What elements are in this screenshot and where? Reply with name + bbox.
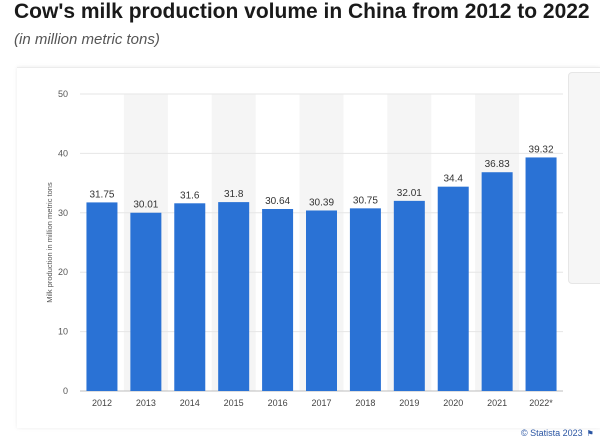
bar-value-label: 30.01 (133, 200, 158, 211)
bar-value-label: 31.75 (89, 189, 114, 200)
y-tick-label: 20 (58, 267, 68, 277)
x-tick-label: 2022* (529, 398, 553, 408)
flag-icon[interactable]: ⚑ (586, 429, 594, 438)
chart-subtitle: (in million metric tons) (14, 31, 160, 48)
x-tick-label: 2019 (399, 398, 419, 408)
y-tick-label: 50 (58, 89, 68, 99)
y-tick-label: 0 (63, 386, 68, 396)
bar (174, 203, 206, 391)
bar-value-label: 30.64 (265, 196, 290, 207)
statista-credit[interactable]: © Statista 2023 ⚑ (521, 428, 594, 438)
side-panel (568, 72, 600, 284)
bar (481, 172, 513, 391)
bar (218, 202, 250, 391)
bar-value-label: 32.01 (397, 188, 422, 199)
bar (349, 208, 381, 391)
y-tick-label: 30 (58, 208, 68, 218)
bar-value-label: 30.75 (353, 195, 378, 206)
x-tick-label: 2016 (268, 398, 288, 408)
x-tick-label: 2018 (355, 398, 375, 408)
credit-text[interactable]: © Statista 2023 (521, 428, 583, 438)
bar (86, 202, 118, 391)
bar (262, 208, 294, 391)
y-axis-label: Milk production in million metric tons (45, 182, 54, 303)
bar (525, 157, 557, 391)
x-tick-label: 2015 (224, 398, 244, 408)
bar (393, 200, 425, 391)
x-tick-label: 2012 (92, 398, 112, 408)
bar (437, 186, 469, 391)
bar (130, 212, 162, 391)
chart-title: Cow's milk production volume in China fr… (14, 0, 590, 23)
y-tick-label: 10 (58, 327, 68, 337)
x-tick-label: 2017 (311, 398, 331, 408)
bar (306, 210, 337, 391)
x-tick-label: 2013 (136, 398, 156, 408)
bar-value-label: 36.83 (485, 159, 510, 170)
bar-value-label: 34.4 (443, 174, 463, 185)
x-tick-label: 2021 (487, 398, 507, 408)
x-tick-label: 2014 (180, 398, 200, 408)
y-tick-label: 40 (58, 148, 68, 158)
bar-value-label: 31.6 (180, 190, 200, 201)
bar-value-label: 31.8 (224, 189, 244, 200)
bar-value-label: 30.39 (309, 197, 334, 208)
bar-value-label: 39.32 (529, 144, 554, 155)
x-tick-label: 2020 (443, 398, 463, 408)
